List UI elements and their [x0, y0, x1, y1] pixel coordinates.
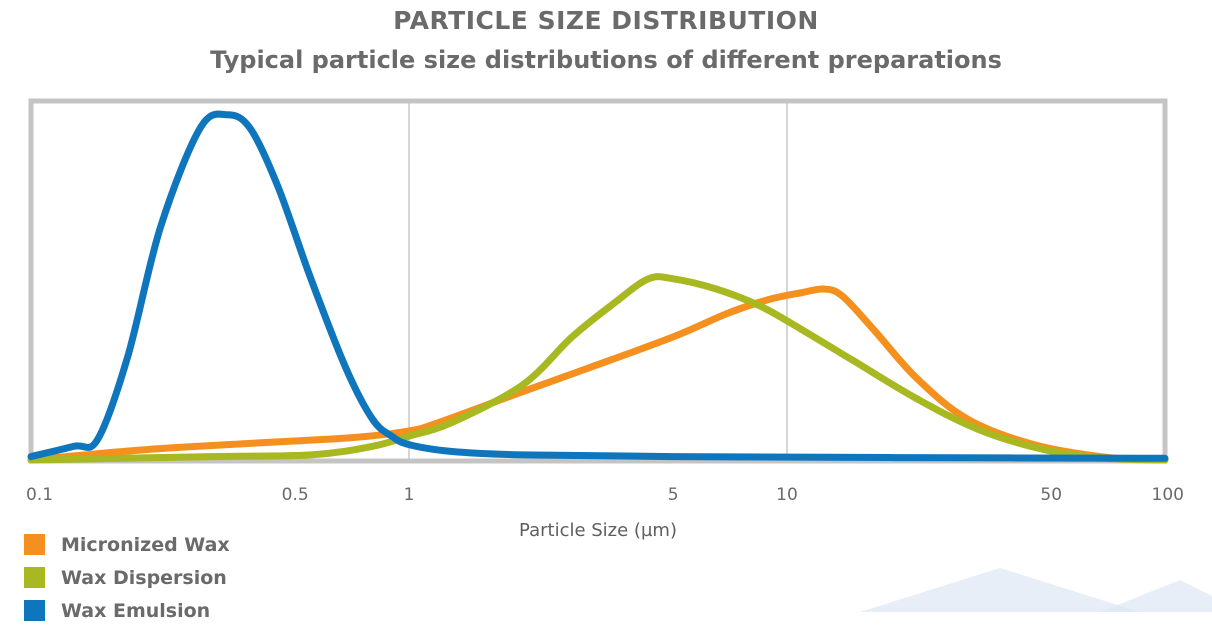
legend-label-wax-emulsion: Wax Emulsion [61, 599, 211, 622]
x-tick-label: 10 [776, 485, 798, 505]
legend-item-wax-dispersion: Wax Dispersion [24, 561, 230, 594]
x-axis-label: Particle Size (µm) [519, 520, 677, 541]
series-line-micronized-wax [27, 285, 1169, 464]
x-tick-label: 0.1 [26, 485, 53, 505]
legend-item-wax-emulsion: Wax Emulsion [24, 594, 230, 627]
legend: Micronized Wax Wax Dispersion Wax Emulsi… [24, 528, 230, 627]
series-line-wax-dispersion [27, 273, 1169, 464]
legend-swatch-micronized-wax [24, 534, 45, 555]
series-line-wax-emulsion [27, 110, 1169, 462]
x-tick-label: 50 [1040, 485, 1062, 505]
grid-layer [408, 101, 788, 460]
series-layer [27, 110, 1169, 464]
x-axis-ticks: 0.1 0.5 1 5 10 50 100 [26, 485, 1184, 505]
legend-label-micronized-wax: Micronized Wax [61, 533, 230, 556]
x-tick-label: 0.5 [282, 485, 309, 505]
chart-subtitle: Typical particle size distributions of d… [210, 46, 1002, 74]
legend-item-micronized-wax: Micronized Wax [24, 528, 230, 561]
legend-swatch-wax-emulsion [24, 600, 45, 621]
x-tick-label: 5 [668, 485, 679, 505]
plot-frame [28, 98, 1168, 464]
chart-title: PARTICLE SIZE DISTRIBUTION [393, 6, 819, 35]
x-tick-label: 100 [1152, 485, 1184, 505]
x-tick-label: 1 [404, 485, 415, 505]
legend-swatch-wax-dispersion [24, 567, 45, 588]
legend-label-wax-dispersion: Wax Dispersion [61, 566, 227, 589]
